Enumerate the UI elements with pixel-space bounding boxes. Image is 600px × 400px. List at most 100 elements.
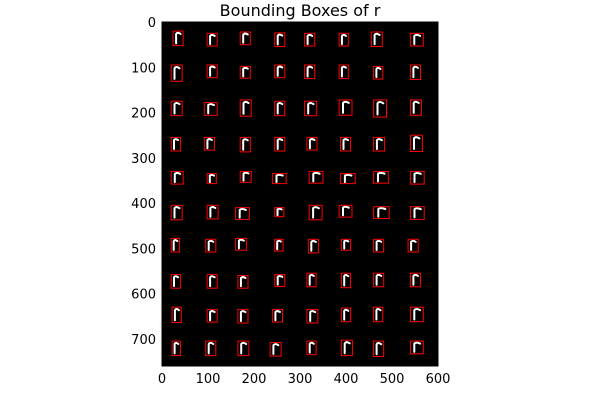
glyph-r: [272, 343, 280, 355]
glyph-r: [410, 239, 417, 251]
bounding-box: [409, 206, 425, 220]
bounding-box: [338, 32, 349, 47]
x-tick-label: 100: [196, 372, 221, 387]
glyph-r: [240, 341, 248, 355]
glyph-r: [308, 341, 315, 354]
bounding-box: [409, 272, 421, 288]
bounding-box: [239, 170, 252, 183]
glyph-r: [412, 100, 420, 114]
bounding-box: [205, 340, 217, 357]
glyph-r: [242, 32, 249, 44]
glyph-r: [342, 205, 350, 217]
glyph-r: [342, 138, 350, 150]
y-axis: 0 100 200 300 400 500 600 700: [131, 16, 166, 348]
glyph-r: [276, 65, 284, 77]
bounding-box: [170, 100, 183, 117]
glyph-layer: [172, 31, 422, 356]
y-tick-label: 0: [148, 16, 156, 31]
glyph-r: [375, 342, 383, 356]
glyph-r: [308, 138, 316, 150]
glyph-r: [275, 173, 284, 184]
glyph-r: [207, 103, 215, 115]
x-tick-label: 200: [242, 372, 267, 387]
glyph-r: [173, 138, 180, 150]
glyph-r: [375, 138, 383, 150]
bounding-box: [373, 170, 389, 184]
glyph-r: [209, 275, 216, 288]
glyph-r: [175, 31, 182, 45]
glyph-r: [173, 171, 182, 184]
y-tick-label: 200: [131, 107, 156, 122]
glyph-r: [276, 207, 283, 217]
x-tick-label: 400: [334, 372, 359, 387]
glyph-r: [412, 273, 419, 286]
glyph-r: [377, 171, 386, 183]
glyph-r: [209, 310, 216, 322]
bounding-box: [340, 173, 356, 185]
bounding-box: [338, 204, 353, 218]
bounding-box: [269, 342, 282, 357]
bounding-box: [171, 340, 181, 357]
bounding-box: [373, 340, 385, 358]
glyph-r: [306, 33, 314, 46]
bounding-box: [206, 64, 218, 79]
glyph-r: [242, 171, 250, 182]
y-tick-label: 500: [131, 242, 156, 257]
bounding-box: [206, 274, 218, 289]
bounding-box: [338, 99, 353, 116]
y-tick-label: 300: [131, 152, 156, 167]
glyph-r: [312, 171, 321, 183]
bounding-box: [409, 134, 423, 152]
y-tick-label: 600: [131, 288, 156, 303]
bounding-box: [409, 64, 421, 80]
bounding-box-layer: [170, 30, 425, 358]
bounding-box: [306, 308, 319, 324]
bounding-box: [306, 136, 318, 151]
x-tick-label: 0: [158, 372, 166, 387]
glyph-r: [413, 308, 422, 321]
x-tick-label: 300: [288, 372, 313, 387]
bounding-box: [304, 64, 316, 80]
bounding-box: [274, 274, 286, 287]
y-tick-label: 100: [131, 61, 156, 76]
glyph-r: [340, 33, 347, 46]
bounding-box: [170, 64, 183, 82]
glyph-r: [237, 238, 245, 250]
glyph-r: [309, 310, 317, 322]
glyph-r: [173, 66, 181, 80]
glyph-r: [172, 239, 179, 251]
glyph-r: [206, 138, 213, 150]
glyph-r: [173, 102, 181, 115]
bounding-box: [370, 31, 383, 47]
bounding-box: [373, 272, 385, 288]
glyph-r: [209, 206, 217, 218]
bounding-box: [172, 30, 184, 47]
bounding-box: [306, 340, 317, 356]
glyph-r: [306, 65, 314, 78]
bounding-box: [373, 238, 385, 253]
glyph-r: [342, 100, 350, 114]
bounding-box: [407, 238, 419, 253]
bounding-box: [206, 173, 217, 185]
bounding-box: [235, 237, 248, 251]
bounding-box: [170, 170, 184, 185]
x-tick-label: 600: [426, 372, 451, 387]
bounding-box: [237, 275, 249, 289]
glyph-r: [209, 65, 216, 77]
bounding-box: [239, 31, 251, 46]
bounding-box: [304, 32, 316, 47]
glyph-r: [340, 65, 347, 78]
bounding-box: [274, 136, 286, 152]
glyph-r: [376, 101, 385, 116]
glyph-r: [276, 138, 284, 150]
bounding-box: [409, 99, 422, 116]
glyph-r: [207, 239, 215, 251]
bounding-box: [171, 306, 182, 324]
bounding-box: [274, 32, 286, 48]
glyph-r: [242, 138, 249, 151]
bounding-box: [304, 100, 318, 117]
y-tick-label: 700: [131, 333, 156, 348]
bounding-box: [340, 136, 352, 152]
glyph-r: [173, 275, 180, 288]
